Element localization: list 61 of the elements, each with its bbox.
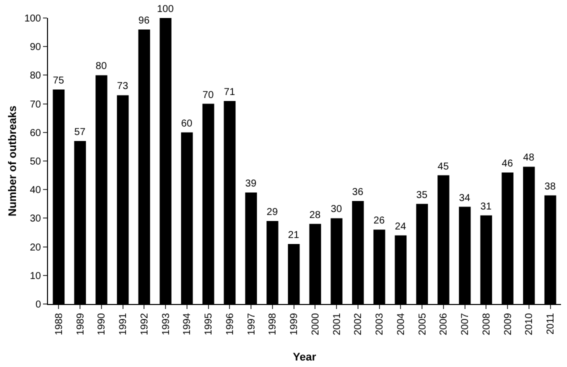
y-tick-label: 80 [30, 70, 42, 82]
data-label: 38 [544, 181, 556, 192]
x-tick-label: 2003 [374, 312, 386, 336]
data-label: 35 [416, 190, 428, 201]
y-tick-label: 20 [30, 242, 42, 254]
data-label: 31 [480, 201, 492, 212]
data-label: 24 [394, 221, 406, 232]
x-tick-label: 1991 [118, 312, 130, 336]
y-tick-label: 30 [30, 214, 42, 225]
data-label: 36 [352, 187, 364, 198]
data-label: 60 [181, 118, 193, 130]
x-tick-label: 1994 [182, 312, 194, 336]
x-tick-label: 2002 [353, 312, 364, 336]
y-tick-label: 0 [35, 300, 42, 310]
y-tick-label: 10 [30, 270, 42, 282]
x-tick-label: 2000 [310, 312, 322, 336]
data-label: 34 [459, 192, 471, 204]
data-label: 26 [374, 216, 386, 227]
x-tick-label: 2009 [502, 312, 514, 336]
x-tick-label: 1998 [268, 312, 279, 336]
y-tick-label: 60 [30, 128, 42, 139]
data-label: 48 [523, 152, 535, 164]
data-label: 30 [330, 204, 342, 216]
x-tick-label: 1990 [96, 312, 108, 336]
x-axis-title: Year [292, 351, 317, 364]
data-label: 57 [74, 126, 86, 138]
x-tick-label: 1989 [75, 312, 86, 336]
data-label: 46 [502, 158, 514, 170]
data-label: 70 [202, 90, 214, 101]
x-tick-label: 2005 [417, 312, 428, 336]
x-tick-label: 1995 [204, 312, 215, 336]
x-tick-label: 2011 [546, 312, 557, 335]
y-tick-label: 100 [24, 14, 42, 24]
x-tick-label: 2010 [524, 312, 536, 336]
x-tick-label: 2001 [332, 312, 343, 336]
data-label: 21 [288, 230, 300, 241]
data-label: 75 [52, 76, 64, 86]
data-label: 29 [266, 207, 278, 218]
x-tick-label: 1993 [160, 312, 172, 336]
x-tick-label: 2007 [460, 312, 472, 336]
data-label: 71 [224, 86, 236, 98]
x-tick-label: 2008 [481, 312, 492, 336]
y-tick-label: 70 [30, 99, 42, 110]
x-tick-label: 1996 [224, 312, 236, 336]
x-tick-label: 2006 [438, 312, 450, 336]
y-tick-label: 40 [30, 185, 42, 196]
y-tick-label: 90 [30, 42, 42, 54]
data-label: 100 [157, 4, 174, 15]
y-tick-label: 50 [30, 156, 42, 168]
x-tick-label: 2004 [396, 312, 407, 336]
x-tick-label: 1992 [139, 312, 150, 336]
x-tick-label: 1997 [246, 312, 258, 336]
y-axis-title: Number of outbreaks [7, 106, 19, 216]
data-label: 73 [117, 81, 129, 92]
data-label: 28 [309, 210, 321, 221]
data-label: 39 [245, 178, 257, 190]
data-label: 45 [438, 161, 450, 172]
x-tick-label: 1999 [289, 312, 300, 336]
data-label: 96 [138, 15, 150, 26]
data-label: 80 [96, 61, 108, 72]
x-tick-label: 1988 [54, 312, 65, 336]
